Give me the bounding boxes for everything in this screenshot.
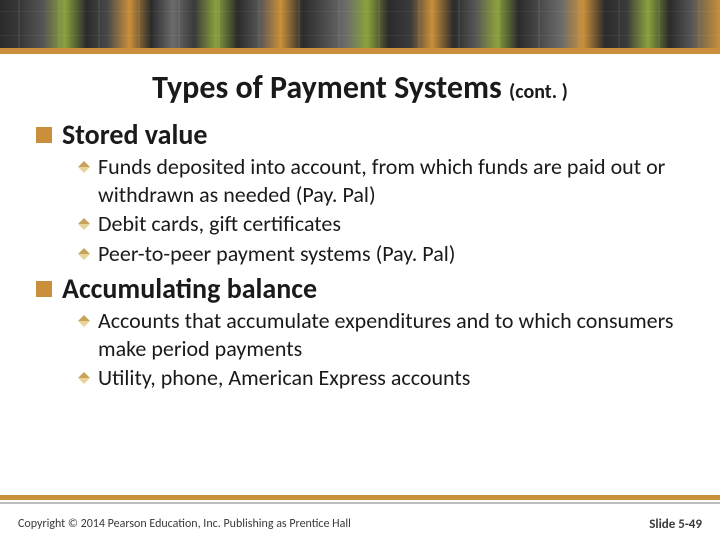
- slide-title-main: Types of Payment Systems: [152, 68, 509, 107]
- level2-item: Peer-to-peer payment systems (Pay. Pal): [78, 240, 684, 268]
- level2-item: Utility, phone, American Express account…: [78, 364, 684, 392]
- square-bullet-icon: [36, 281, 52, 297]
- slide-title: Types of Payment Systems (cont. ): [0, 68, 720, 107]
- diamond-bullet-icon: [78, 161, 90, 173]
- footer-copyright: Copyright © 2014 Pearson Education, Inc.…: [18, 517, 351, 531]
- level1-heading: Accumulating balance: [36, 273, 684, 305]
- level1-heading-text: Stored value: [62, 119, 207, 151]
- level1-heading: Stored value: [36, 119, 684, 151]
- level2-item-text: Debit cards, gift certificates: [98, 210, 341, 238]
- level2-item-text: Accounts that accumulate expenditures an…: [98, 307, 684, 362]
- level2-item-text: Peer-to-peer payment systems (Pay. Pal): [98, 240, 455, 268]
- slide-footer: Copyright © 2014 Pearson Education, Inc.…: [0, 508, 720, 540]
- level2-item: Accounts that accumulate expenditures an…: [78, 307, 684, 362]
- slide-title-cont: (cont. ): [509, 80, 568, 104]
- footer-rule: [0, 495, 720, 504]
- level2-item: Funds deposited into account, from which…: [78, 153, 684, 208]
- square-bullet-icon: [36, 127, 52, 143]
- header-decorative-band: [0, 0, 720, 48]
- level2-item-text: Utility, phone, American Express account…: [98, 364, 470, 392]
- slide-body: Stored valueFunds deposited into account…: [0, 107, 720, 392]
- level2-list: Accounts that accumulate expenditures an…: [78, 307, 684, 392]
- level2-item: Debit cards, gift certificates: [78, 210, 684, 238]
- diamond-bullet-icon: [78, 248, 90, 260]
- footer-page-number: Slide 5-49: [649, 517, 702, 532]
- diamond-bullet-icon: [78, 315, 90, 327]
- diamond-bullet-icon: [78, 218, 90, 230]
- level2-list: Funds deposited into account, from which…: [78, 153, 684, 267]
- level2-item-text: Funds deposited into account, from which…: [98, 153, 684, 208]
- level1-heading-text: Accumulating balance: [62, 273, 317, 305]
- header-accent-rule: [0, 48, 720, 54]
- diamond-bullet-icon: [78, 372, 90, 384]
